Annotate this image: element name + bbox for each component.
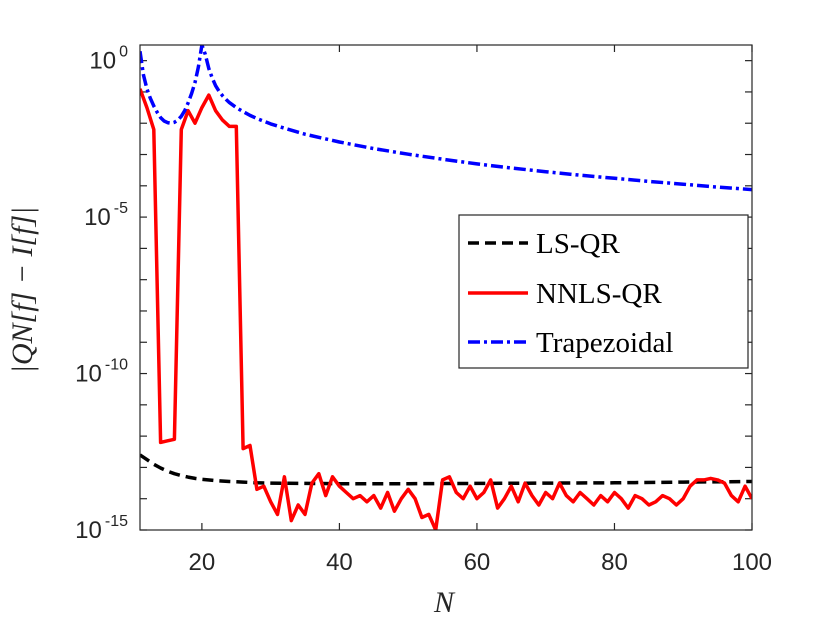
y-tick-label: 10 0 bbox=[89, 44, 128, 75]
series-lines bbox=[140, 45, 752, 530]
x-tick-label: 100 bbox=[732, 549, 772, 576]
legend-label-ls-qr: LS-QR bbox=[536, 228, 620, 260]
y-tick-label: 10 -15 bbox=[75, 513, 128, 544]
x-tick-label: 80 bbox=[601, 549, 628, 576]
series-line-nnls-qr bbox=[140, 88, 752, 530]
x-tick-label: 60 bbox=[464, 549, 491, 576]
series-line-ls-qr bbox=[140, 453, 752, 486]
legend-label-nnls-qr: NNLS-QR bbox=[536, 278, 662, 310]
y-tick-label: 10 -10 bbox=[75, 357, 128, 388]
y-axis-label: |QN[f] − I[f]| bbox=[6, 207, 39, 374]
legend: LS-QR NNLS-QR Trapezoidal bbox=[458, 214, 749, 369]
x-axis-label: N bbox=[433, 586, 456, 619]
legend-label-trapezoidal: Trapezoidal bbox=[536, 327, 673, 359]
x-tick-labels: 20 40 60 80 100 bbox=[189, 549, 772, 576]
series-line-trapezoidal bbox=[140, 45, 752, 192]
x-tick-label: 20 bbox=[189, 549, 216, 576]
x-tick-label: 40 bbox=[326, 549, 353, 576]
y-tick-label: 10 -5 bbox=[84, 200, 128, 231]
plot-frame bbox=[139, 44, 753, 531]
